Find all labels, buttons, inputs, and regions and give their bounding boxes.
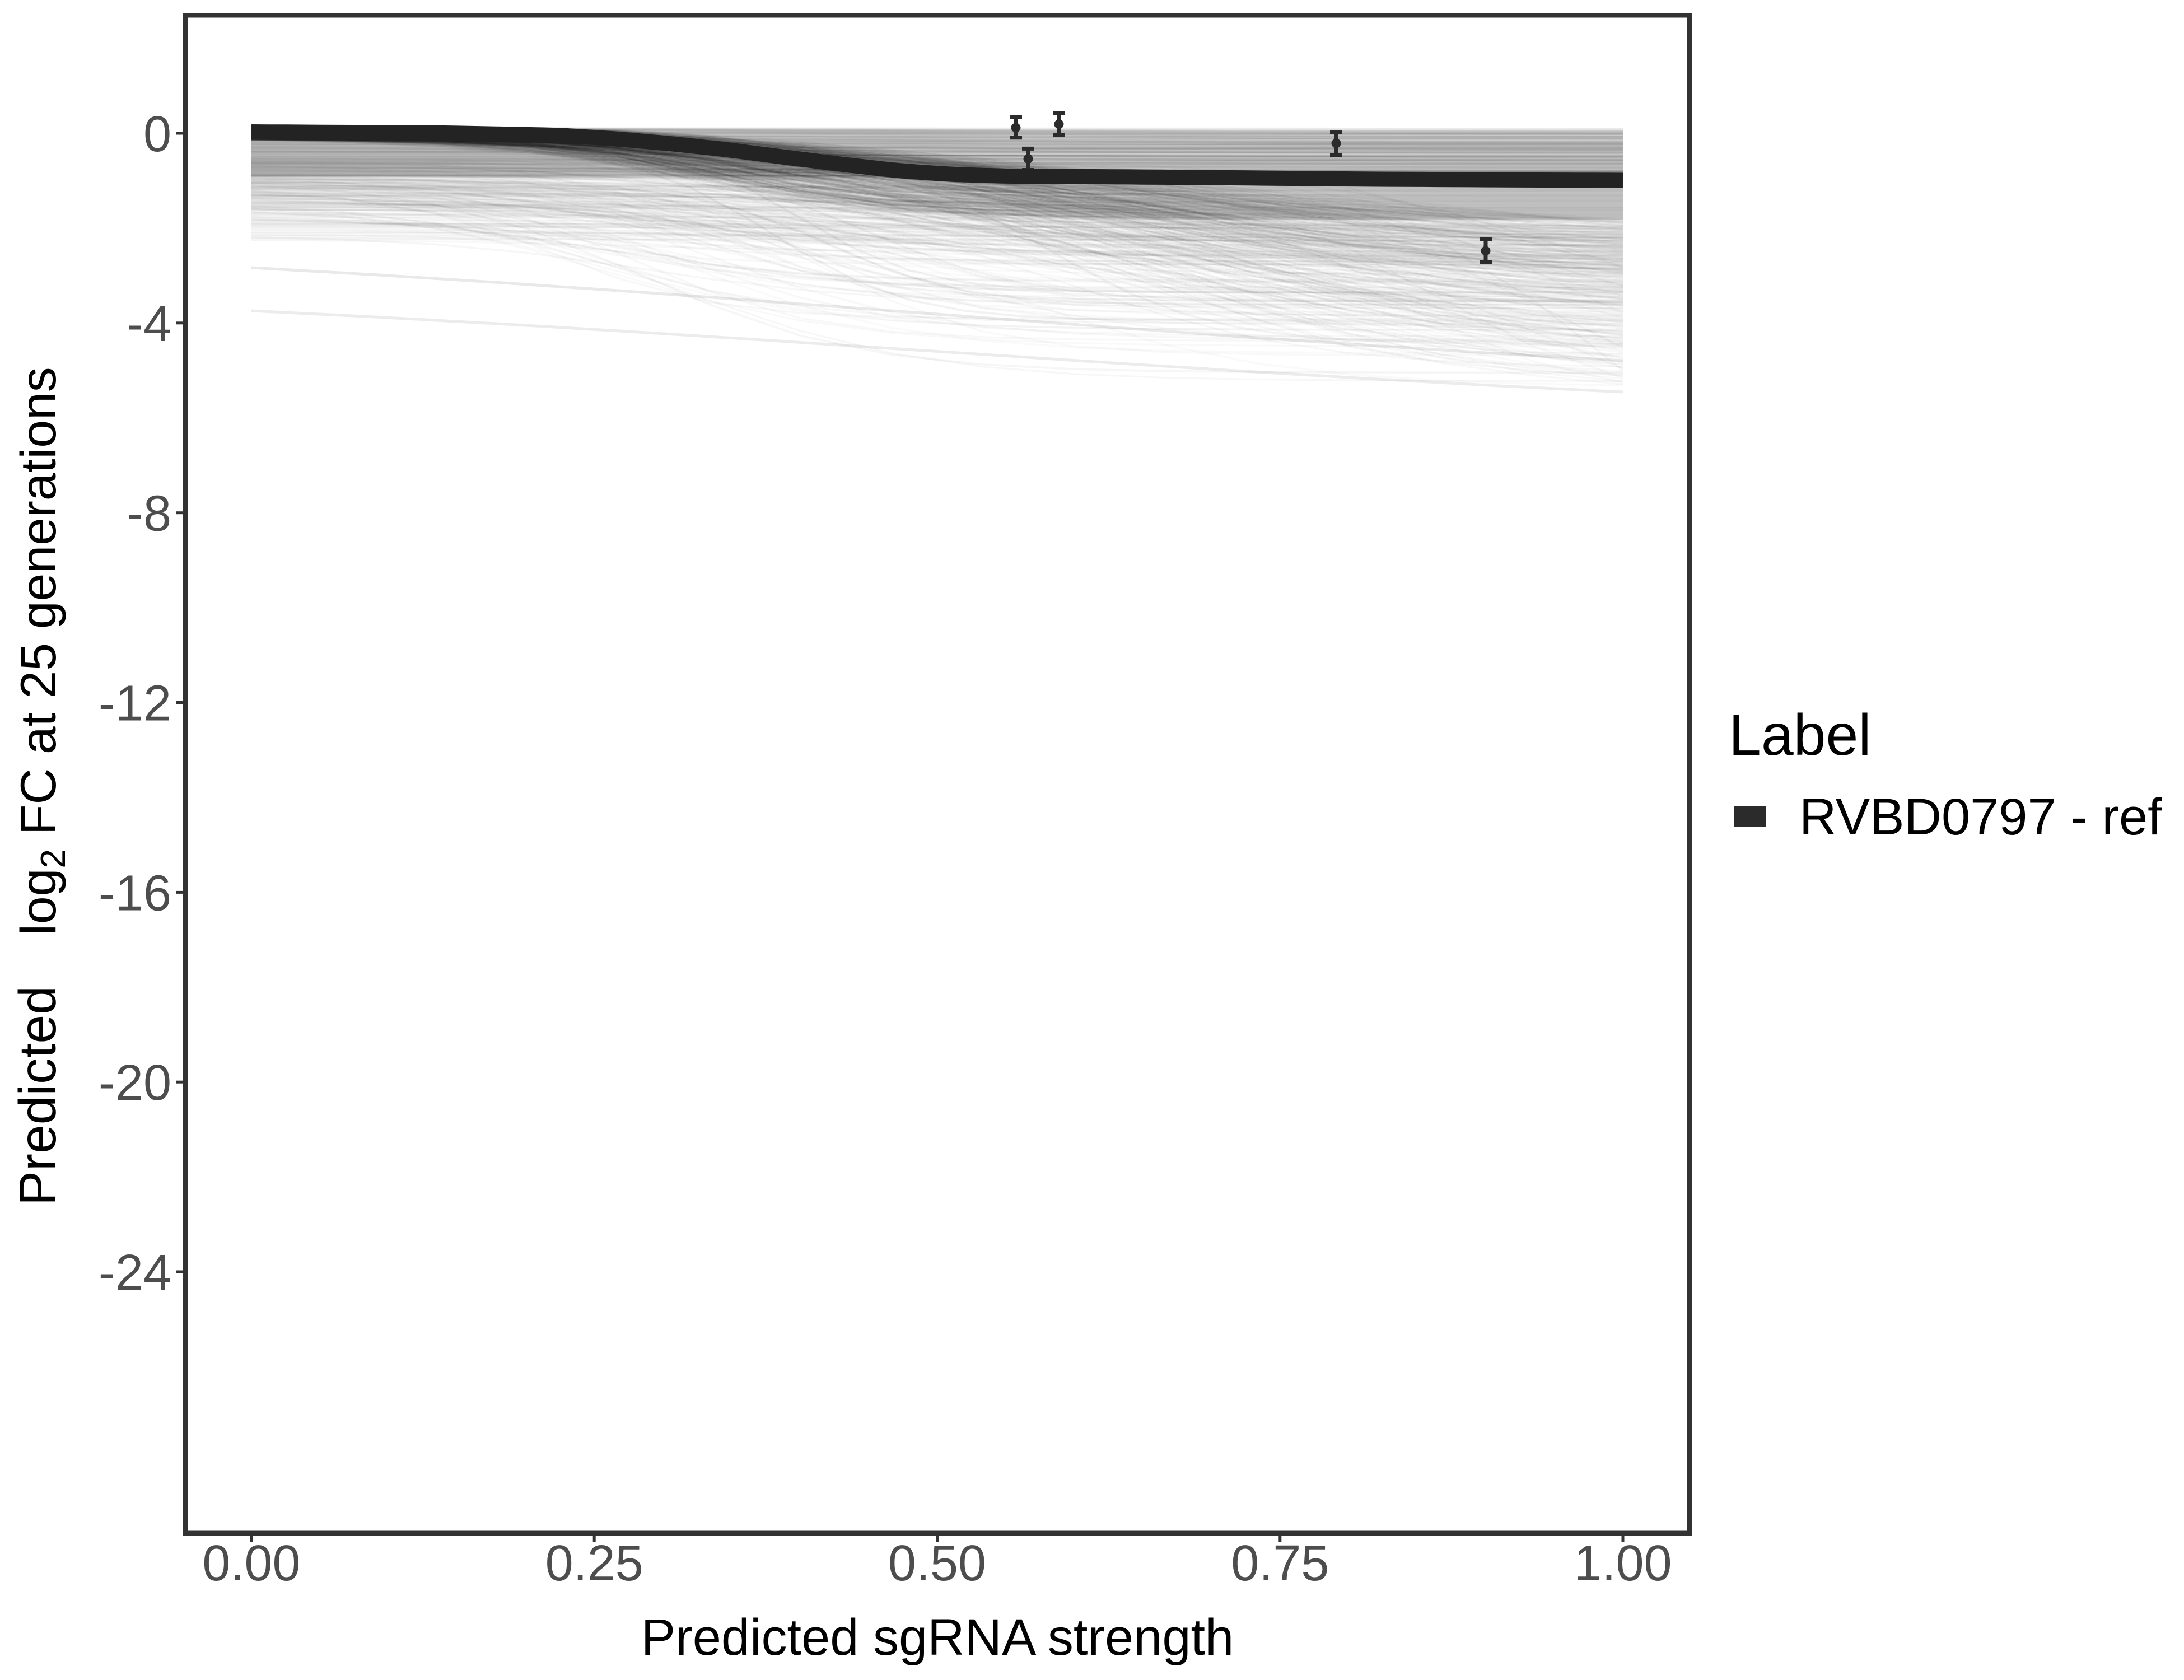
svg-text:0.25: 0.25 (545, 1536, 643, 1592)
svg-text:-12: -12 (99, 676, 171, 732)
svg-text:0: 0 (143, 106, 171, 162)
svg-text:-8: -8 (127, 486, 171, 542)
svg-text:Label: Label (1729, 703, 1871, 768)
svg-text:0.00: 0.00 (202, 1536, 300, 1592)
svg-text:0.50: 0.50 (888, 1536, 986, 1592)
svg-text:-20: -20 (99, 1055, 171, 1111)
svg-text:-4: -4 (127, 296, 171, 352)
svg-text:-16: -16 (99, 865, 171, 921)
svg-text:-24: -24 (99, 1245, 171, 1301)
svg-text:Predicted sgRNA strength: Predicted sgRNA strength (641, 1609, 1234, 1666)
svg-text:1.00: 1.00 (1574, 1536, 1672, 1592)
svg-text:Predicted: Predicted (8, 986, 67, 1206)
svg-text:RVBD0797 - ref: RVBD0797 - ref (1799, 788, 2162, 846)
svg-text:0.75: 0.75 (1231, 1536, 1329, 1592)
svg-text:log2 FC at 25 generations: log2 FC at 25 generations (10, 367, 73, 935)
